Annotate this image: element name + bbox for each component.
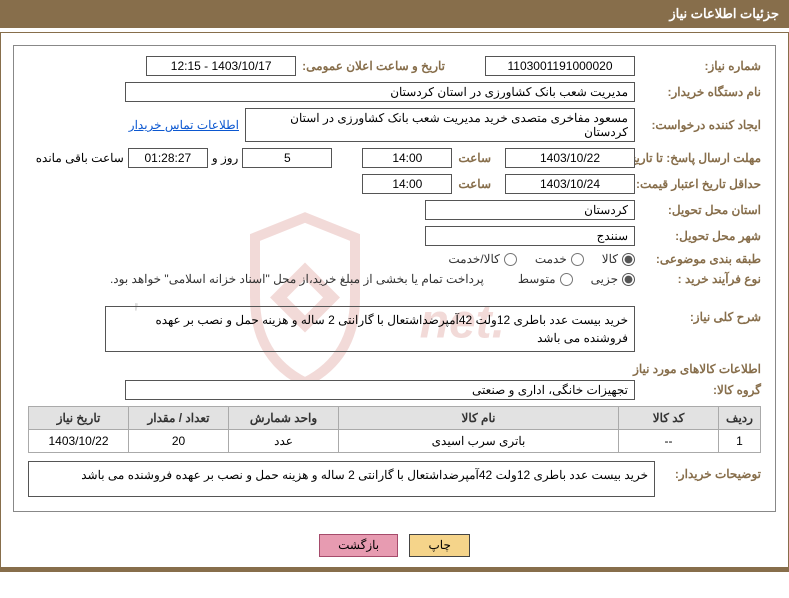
table-header-row: ردیف کد کالا نام کالا واحد شمارش تعداد /…	[29, 407, 761, 430]
need-no-label: شماره نیاز:	[641, 59, 761, 73]
days-remaining: 5	[242, 148, 332, 168]
announce-value: 1403/10/17 - 12:15	[146, 56, 296, 76]
deliver-city-label: شهر محل تحویل:	[641, 229, 761, 243]
th-row: ردیف	[719, 407, 761, 430]
price-time-label: ساعت	[458, 177, 491, 191]
print-button[interactable]: چاپ	[409, 534, 469, 557]
price-date: 1403/10/24	[505, 174, 635, 194]
page-header: جزئیات اطلاعات نیاز	[0, 0, 789, 28]
announce-label: تاریخ و ساعت اعلان عمومی:	[302, 59, 445, 73]
items-section-title: اطلاعات کالاهای مورد نیاز	[28, 362, 761, 376]
radio-small[interactable]: جزیی	[591, 272, 635, 286]
countdown-timer: 01:28:27	[128, 148, 208, 168]
bottom-border	[0, 568, 789, 572]
table-row: 1 -- باتری سرب اسیدی عدد 20 1403/10/22	[29, 430, 761, 453]
buyer-desc-text: خرید بیست عدد باطری 12ولت 42آمپرضداشتعال…	[28, 461, 655, 497]
cell-n: 1	[719, 430, 761, 453]
buyer-desc-label: توضیحات خریدار:	[661, 461, 761, 481]
resp-time: 14:00	[362, 148, 452, 168]
purchase-proc-group: جزیی متوسط	[504, 272, 635, 286]
cell-code: --	[619, 430, 719, 453]
resp-time-label: ساعت	[458, 151, 491, 165]
th-name: نام کالا	[339, 407, 619, 430]
radio-goods-service[interactable]: کالا/خدمت	[448, 252, 516, 266]
buyer-contact-link[interactable]: اطلاعات تماس خریدار	[129, 118, 239, 132]
button-bar: چاپ بازگشت	[1, 524, 788, 567]
remain-label: ساعت باقی مانده	[36, 151, 124, 165]
group-value: تجهیزات خانگی، اداری و صنعتی	[125, 380, 635, 400]
cell-unit: عدد	[229, 430, 339, 453]
price-validity-label: حداقل تاریخ اعتبار قیمت: تا تاریخ:	[641, 177, 761, 191]
resp-deadline-label: مهلت ارسال پاسخ: تا تاریخ:	[641, 151, 761, 165]
price-time: 14:00	[362, 174, 452, 194]
subject-class-group: کالا خدمت کالا/خدمت	[434, 252, 635, 266]
requester-value: مسعود مفاخری متصدی خرید مدیریت شعب بانک …	[245, 108, 635, 142]
purchase-proc-label: نوع فرآیند خرید :	[641, 272, 761, 286]
cell-date: 1403/10/22	[29, 430, 129, 453]
radio-goods[interactable]: کالا	[602, 252, 635, 266]
radio-medium[interactable]: متوسط	[518, 272, 573, 286]
back-button[interactable]: بازگشت	[319, 534, 398, 557]
deliver-prov: کردستان	[425, 200, 635, 220]
th-code: کد کالا	[619, 407, 719, 430]
items-table: ردیف کد کالا نام کالا واحد شمارش تعداد /…	[28, 406, 761, 453]
overview-label: شرح کلی نیاز:	[641, 306, 761, 324]
content-panel: شماره نیاز: 1103001191000020 تاریخ و ساع…	[13, 45, 776, 512]
proc-note: پرداخت تمام یا بخشی از مبلغ خرید،از محل …	[110, 272, 484, 286]
overview-text: خرید بیست عدد باطری 12ولت 42آمپرضداشتعال…	[105, 306, 635, 352]
radio-service[interactable]: خدمت	[535, 252, 584, 266]
resp-date: 1403/10/22	[505, 148, 635, 168]
buyer-org-value: مدیریت شعب بانک کشاورزی در استان کردستان	[125, 82, 635, 102]
requester-label: ایجاد کننده درخواست:	[641, 118, 761, 132]
days-and-label: روز و	[212, 151, 239, 165]
outer-frame: شماره نیاز: 1103001191000020 تاریخ و ساع…	[0, 32, 789, 568]
th-date: تاریخ نیاز	[29, 407, 129, 430]
th-unit: واحد شمارش	[229, 407, 339, 430]
deliver-prov-label: استان محل تحویل:	[641, 203, 761, 217]
cell-name: باتری سرب اسیدی	[339, 430, 619, 453]
group-label: گروه کالا:	[641, 383, 761, 397]
deliver-city: سنندج	[425, 226, 635, 246]
page-title: جزئیات اطلاعات نیاز	[669, 6, 779, 21]
buyer-org-label: نام دستگاه خریدار:	[641, 85, 761, 99]
cell-qty: 20	[129, 430, 229, 453]
subject-class-label: طبقه بندی موضوعی:	[641, 252, 761, 266]
need-no-value: 1103001191000020	[485, 56, 635, 76]
th-qty: تعداد / مقدار	[129, 407, 229, 430]
